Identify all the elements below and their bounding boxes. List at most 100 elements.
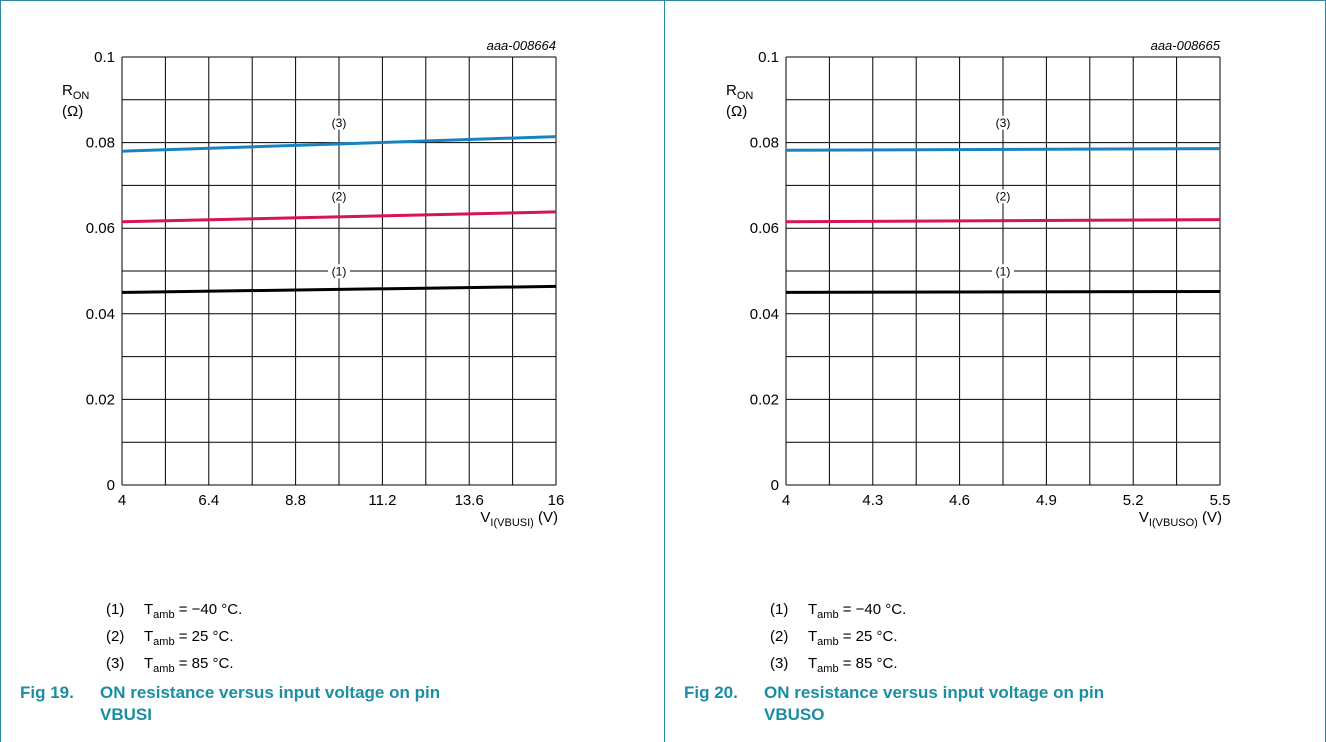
- caption-title: ON resistance versus input voltage on pi…: [764, 682, 1104, 726]
- legend-number: (2): [106, 628, 125, 645]
- legend-subscript: amb: [817, 609, 839, 621]
- series-line-3: [785, 147, 1221, 152]
- y-axis-label-subscript: ON: [737, 90, 754, 102]
- y-tick-label: 0.02: [86, 391, 115, 408]
- legend-subscript: amb: [153, 636, 175, 648]
- frame-divider: [664, 0, 665, 742]
- caption-figure-number: Fig 19.: [20, 683, 74, 702]
- curve-label-background: [328, 115, 350, 130]
- x-tick-label: 16: [548, 492, 565, 509]
- legend-number: (3): [106, 655, 125, 672]
- curve-label-background: [328, 264, 350, 279]
- x-axis-label-unit: (V): [1198, 509, 1222, 526]
- curve-label-background: [328, 189, 350, 204]
- x-tick-label: 4: [782, 492, 790, 509]
- x-axis-label: VI(VBUSI) (V): [480, 509, 558, 529]
- x-tick-label: 8.8: [285, 492, 306, 509]
- caption-figure-number: Fig 20.: [684, 683, 738, 702]
- x-axis-label-subscript: I(VBUSI): [490, 517, 533, 529]
- figure-caption-left: Fig 19. ON resistance versus input voltag…: [20, 682, 440, 726]
- y-tick-label: 0.02: [750, 391, 779, 408]
- y-tick-label: 0: [771, 477, 779, 494]
- legend-symbol: T: [808, 601, 818, 618]
- legend-subscript: amb: [817, 663, 839, 675]
- caption-line-1: ON resistance versus input voltage on pi…: [100, 683, 441, 702]
- x-tick-label: 13.6: [455, 492, 484, 509]
- legend-text: = 25 °C.: [838, 628, 898, 645]
- legend-symbol: T: [808, 655, 818, 672]
- legend-text: = −40 °C.: [838, 601, 907, 618]
- chart-id-label: aaa-008665: [1151, 38, 1221, 53]
- series-line-1: [121, 284, 557, 294]
- y-axis-label: RON: [726, 82, 753, 102]
- y-axis-unit: (Ω): [62, 103, 83, 120]
- legend-item: (2) Tamb = 25 °C.: [106, 623, 242, 650]
- y-axis-label-subscript: ON: [73, 90, 90, 102]
- series-line-2: [785, 218, 1221, 224]
- figure-panel-left: 0 0.02 0.04 0.06 0.08 0.1 4 6.4 8.8 11.2 13.6 16 aaa…: [20, 38, 565, 726]
- legend-subscript: amb: [817, 636, 839, 648]
- caption-line-2: VBUSI: [100, 705, 152, 724]
- chart-vbusi: 0 0.02 0.04 0.06 0.08 0.1 4 6.4 8.8 11.2 13.6 16 aaa…: [62, 38, 565, 529]
- legend-text: = 25 °C.: [174, 628, 234, 645]
- legend-text: = 85 °C.: [174, 655, 234, 672]
- caption-title: ON resistance versus input voltage on pi…: [100, 682, 440, 726]
- legend-text: = 85 °C.: [838, 655, 898, 672]
- x-axis-label-main: V: [480, 509, 490, 526]
- legend-symbol: T: [144, 655, 154, 672]
- curve-label-3: (3): [996, 116, 1011, 130]
- y-tick-label: 0.08: [750, 135, 779, 152]
- legend-symbol: T: [144, 601, 154, 618]
- legend-text: = −40 °C.: [174, 601, 243, 618]
- curve-label-1: (1): [996, 264, 1011, 278]
- x-tick-label: 4.3: [862, 492, 883, 509]
- frame-top-border: [0, 0, 1326, 1]
- chart-id-label: aaa-008664: [487, 38, 556, 53]
- chart-vbuso: 0 0.02 0.04 0.06 0.08 0.1 4 4.3 4.6 4.9 5.2 5.5 aaa-…: [726, 38, 1231, 529]
- y-axis-unit: (Ω): [726, 103, 747, 120]
- caption-line-1: ON resistance versus input voltage on pi…: [764, 683, 1105, 702]
- curve-label-background: [992, 115, 1014, 130]
- legend-right: (1) Tamb = −40 °C. (2) Tamb = 25 °C. (3) Ta…: [770, 596, 906, 677]
- legend-number: (1): [106, 601, 125, 618]
- legend-subscript: amb: [153, 663, 175, 675]
- y-tick-label: 0.1: [94, 49, 115, 66]
- x-axis-label-main: V: [1139, 509, 1149, 526]
- x-tick-label: 5.2: [1123, 492, 1144, 509]
- curve-label-background: [992, 189, 1014, 204]
- legend-symbol: T: [808, 628, 818, 645]
- x-tick-label: 11.2: [368, 492, 396, 509]
- figure-panel-right: 0 0.02 0.04 0.06 0.08 0.1 4 4.3 4.6 4.9 5.2 5.5 aaa-…: [664, 0, 1326, 742]
- x-axis-label-unit: (V): [534, 509, 558, 526]
- legend-item: (1) Tamb = −40 °C.: [106, 596, 242, 623]
- y-tick-label: 0: [107, 477, 115, 494]
- x-tick-label: 4.6: [949, 492, 970, 509]
- x-tick-label: 5.5: [1210, 492, 1231, 509]
- legend-item: (3) Tamb = 85 °C.: [770, 650, 906, 677]
- y-axis-label: RON: [62, 82, 89, 102]
- series-line-2: [121, 210, 557, 224]
- curve-label-3: (3): [332, 116, 347, 130]
- x-axis-label: VI(VBUSO) (V): [1139, 509, 1222, 529]
- x-tick-label: 4: [118, 492, 126, 509]
- legend-left: (1) Tamb = −40 °C. (2) Tamb = 25 °C. (3) Ta…: [106, 596, 242, 677]
- y-tick-label: 0.1: [758, 49, 779, 66]
- caption-line-2: VBUSO: [764, 705, 825, 724]
- y-tick-label: 0.04: [750, 306, 779, 323]
- curve-label-2: (2): [332, 189, 347, 203]
- legend-subscript: amb: [153, 609, 175, 621]
- legend-item: (3) Tamb = 85 °C.: [106, 650, 242, 677]
- curve-label-2: (2): [996, 189, 1011, 203]
- legend-item: (2) Tamb = 25 °C.: [770, 623, 906, 650]
- figure-caption-right: Fig 20. ON resistance versus input voltag…: [684, 682, 1104, 726]
- legend-number: (3): [770, 655, 789, 672]
- series-line-3: [121, 135, 557, 153]
- y-tick-label: 0.06: [86, 220, 115, 237]
- curve-label-1: (1): [332, 264, 347, 278]
- y-tick-label: 0.04: [86, 306, 115, 323]
- frame-left-border: [0, 0, 1, 742]
- legend-number: (1): [770, 601, 789, 618]
- curve-label-background: [992, 264, 1014, 279]
- y-tick-label: 0.08: [86, 135, 115, 152]
- y-tick-label: 0.06: [750, 220, 779, 237]
